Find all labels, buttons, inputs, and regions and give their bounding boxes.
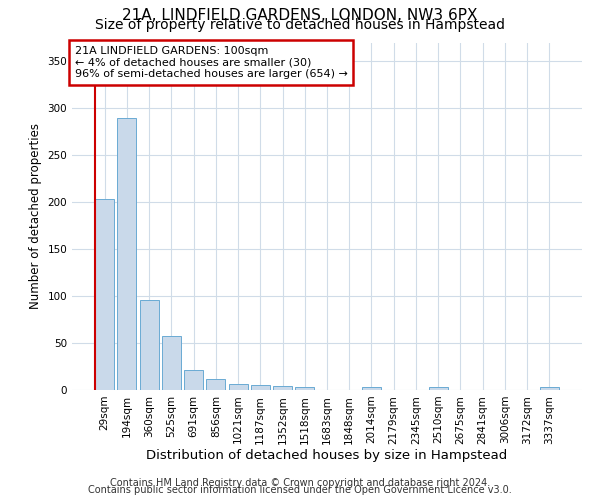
Bar [295, 387, 314, 390]
Bar [118, 118, 136, 390]
Bar [184, 370, 203, 390]
Bar [229, 384, 248, 390]
Text: 21A, LINDFIELD GARDENS, LONDON, NW3 6PX: 21A, LINDFIELD GARDENS, LONDON, NW3 6PX [122, 8, 478, 22]
Y-axis label: Number of detached properties: Number of detached properties [29, 123, 42, 309]
Bar [206, 378, 225, 390]
Text: Contains HM Land Registry data © Crown copyright and database right 2024.: Contains HM Land Registry data © Crown c… [110, 478, 490, 488]
X-axis label: Distribution of detached houses by size in Hampstead: Distribution of detached houses by size … [146, 449, 508, 462]
Text: Contains public sector information licensed under the Open Government Licence v3: Contains public sector information licen… [88, 485, 512, 495]
Bar [140, 300, 158, 390]
Text: 21A LINDFIELD GARDENS: 100sqm
← 4% of detached houses are smaller (30)
96% of se: 21A LINDFIELD GARDENS: 100sqm ← 4% of de… [74, 46, 347, 79]
Bar [251, 386, 270, 390]
Bar [362, 387, 381, 390]
Bar [162, 336, 181, 390]
Bar [540, 387, 559, 390]
Bar [429, 387, 448, 390]
Bar [273, 386, 292, 390]
Bar [95, 200, 114, 390]
Text: Size of property relative to detached houses in Hampstead: Size of property relative to detached ho… [95, 18, 505, 32]
